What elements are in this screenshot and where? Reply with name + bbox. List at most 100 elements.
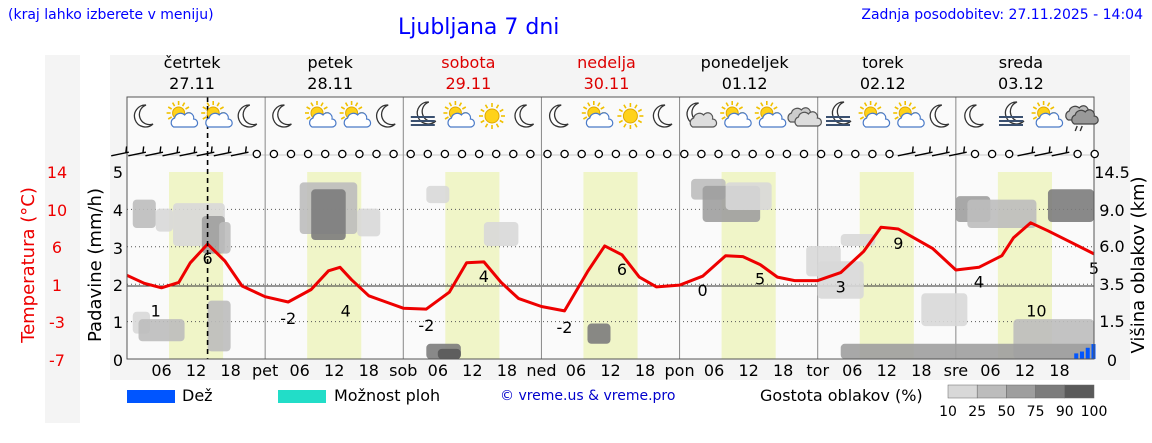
x-tick-label: 18 bbox=[635, 361, 655, 380]
sun-ray bbox=[480, 119, 485, 124]
cloud-shape bbox=[585, 112, 614, 128]
cloud-density-patch bbox=[155, 208, 174, 232]
sun-ray bbox=[499, 119, 504, 124]
wind-calm-icon bbox=[680, 149, 689, 159]
wind-calm-icon bbox=[594, 149, 604, 159]
wind-calm-icon bbox=[320, 149, 330, 159]
sun-cloud-icon bbox=[893, 101, 925, 128]
sun-ray bbox=[1032, 116, 1038, 120]
fog-icon bbox=[999, 101, 1025, 126]
barb-shaft bbox=[179, 151, 198, 157]
rain-legend-label: Dež bbox=[182, 386, 213, 405]
barb-shaft bbox=[914, 151, 933, 157]
cloud-density-tick-label: 10 bbox=[939, 404, 957, 420]
barb-shaft bbox=[196, 151, 215, 157]
barb-feather bbox=[244, 146, 247, 153]
barb-feather bbox=[911, 146, 914, 153]
temperature-tick-label: -7 bbox=[49, 351, 65, 370]
wind-calm-icon bbox=[611, 149, 621, 159]
day-date: 29.11 bbox=[445, 74, 491, 93]
temperature-tick-label: 14 bbox=[47, 163, 67, 182]
sun-cloud-icon bbox=[166, 101, 199, 128]
cloud-density-tick-label: 75 bbox=[1027, 404, 1045, 420]
sun-ray bbox=[1032, 106, 1038, 110]
wind-calm-icon bbox=[491, 149, 501, 159]
sun-ray bbox=[634, 104, 638, 109]
rain-drop bbox=[1079, 125, 1083, 132]
cloud-density-patch bbox=[587, 323, 611, 344]
temperature-label: 1 bbox=[151, 302, 161, 321]
sun-ray bbox=[167, 106, 173, 110]
barb-shaft bbox=[111, 151, 129, 157]
barb-shaft bbox=[1034, 151, 1053, 157]
wind-barb-icon bbox=[1034, 146, 1053, 157]
wind-barb-icon bbox=[111, 146, 129, 157]
precip-tick-label: 1 bbox=[113, 313, 123, 332]
wind-calm-icon bbox=[252, 149, 262, 159]
wind-barb-icon bbox=[1017, 146, 1036, 157]
wind-barb-icon bbox=[230, 146, 249, 157]
credit-link[interactable]: © vreme.us & vreme.pro bbox=[500, 388, 676, 404]
wind-calm-icon bbox=[423, 149, 433, 159]
day-name: četrtek bbox=[164, 53, 222, 72]
sun-ray bbox=[770, 102, 774, 107]
barb-shaft bbox=[213, 151, 232, 157]
sun-ray bbox=[484, 104, 489, 109]
sun-cloud-icon bbox=[720, 101, 752, 128]
temperature-tick-label: 6 bbox=[52, 238, 62, 257]
cloud-density-patch bbox=[817, 261, 864, 299]
wind-barb-icon bbox=[145, 146, 164, 157]
barb-feather bbox=[1048, 146, 1051, 153]
sun-ray bbox=[735, 102, 739, 107]
barb-shaft bbox=[162, 151, 181, 157]
cloud-density-patch bbox=[426, 185, 450, 204]
wind-calm-icon bbox=[286, 149, 296, 159]
wind-calm-icon bbox=[851, 149, 860, 159]
moon-shape bbox=[376, 104, 396, 128]
wind-calm-icon bbox=[697, 149, 706, 159]
sun-ray bbox=[634, 123, 638, 128]
sun-disc bbox=[484, 108, 500, 124]
wind-calm-icon bbox=[577, 149, 586, 159]
cloud-shape bbox=[343, 112, 372, 128]
temperature-line bbox=[126, 221, 1095, 313]
sun-ray bbox=[495, 123, 500, 128]
sun-ray bbox=[444, 116, 449, 120]
wind-calm-icon bbox=[1004, 149, 1014, 159]
sun-ray bbox=[167, 116, 173, 120]
temperature-label: 5 bbox=[755, 270, 765, 289]
cloud-density-swatch bbox=[947, 384, 978, 399]
sun-cloud-icon bbox=[1031, 101, 1064, 128]
cloud-shape bbox=[758, 112, 787, 128]
x-tick-label: 06 bbox=[842, 361, 862, 380]
precip-tick-label: 2 bbox=[113, 276, 123, 295]
sun-ray bbox=[358, 106, 363, 110]
sun-ray bbox=[458, 102, 463, 107]
cloud-density-swatch bbox=[1006, 384, 1036, 399]
x-tick-label: 18 bbox=[220, 361, 240, 380]
wind-calm-icon bbox=[731, 149, 740, 159]
x-tick-label: 06 bbox=[428, 361, 448, 380]
wind-calm-icon bbox=[1090, 149, 1099, 159]
temperature-label: 0 bbox=[698, 281, 708, 300]
wind-calm-icon bbox=[748, 149, 757, 159]
cloud-shape bbox=[309, 112, 337, 128]
sun-ray bbox=[206, 102, 210, 107]
sun-ray bbox=[495, 104, 500, 109]
wind-calm-icon bbox=[389, 149, 398, 159]
moon-shape bbox=[929, 104, 950, 128]
wind-calm-icon bbox=[987, 149, 997, 159]
moon-icon bbox=[237, 104, 258, 128]
barb-feather bbox=[928, 146, 931, 153]
temperature-tick-label: 10 bbox=[47, 201, 67, 220]
precip-tick-label: 0 bbox=[113, 351, 123, 370]
moon-icon bbox=[929, 104, 950, 128]
wind-calm-icon bbox=[440, 149, 450, 159]
cloud-density-patch bbox=[840, 234, 876, 246]
barb-feather bbox=[159, 146, 162, 153]
x-tick-label: 06 bbox=[151, 361, 171, 380]
cloud-density-patch bbox=[132, 199, 156, 228]
sun-ray bbox=[597, 102, 601, 107]
x-tick-label: 12 bbox=[738, 361, 758, 380]
sun-ray bbox=[1046, 102, 1051, 107]
